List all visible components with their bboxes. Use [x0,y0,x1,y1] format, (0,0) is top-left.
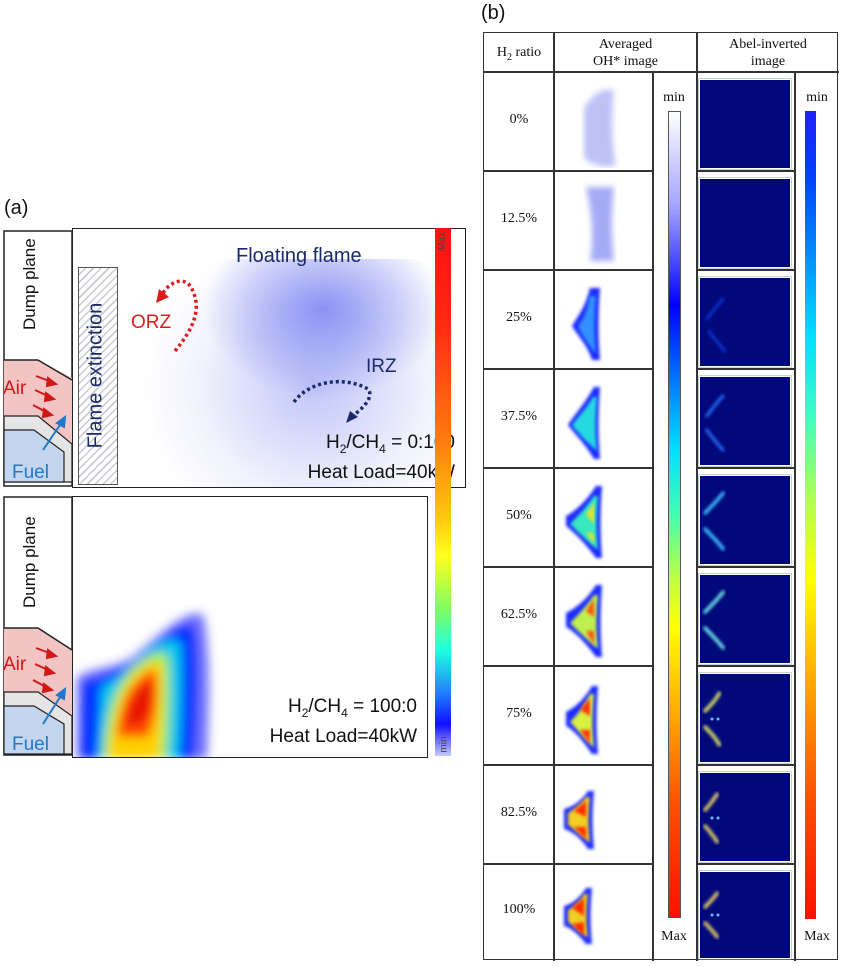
bottom-case-fuel-ratio: H2/CH4 = 100:0 [287,696,417,720]
oh-image-100pct [564,888,592,944]
floating-flame-image: Flame extinction Floating flame ORZ IRZ … [72,228,466,488]
oh-intensity-distribution [77,613,209,757]
oh-image-37-5pct [568,387,600,459]
bottom-case-heat-load: Heat Load=40kW [269,725,417,747]
h2-ratio-flame-table: H2 ratio Averaged OH* image Abel-inverte… [483,32,839,961]
row-divider [696,665,795,667]
dump-plane-label: Dump plane [20,516,39,608]
row-divider [484,170,653,172]
panel-a-bottom-case: Dump plane Air Fuel H2/CH4 = 100:0 Heat … [0,496,470,758]
ratio-label: 75% [506,706,532,721]
row-divider [484,368,653,370]
abel-colorbar [805,111,816,919]
oh-colorbar-max-label: Max [661,929,687,944]
abel-image-75pct [699,673,791,763]
header-divider [484,71,839,73]
row-divider [696,269,795,271]
flame-extinction-zone [78,267,118,485]
abel-image-37-5pct [699,376,791,466]
row-divider [696,764,795,766]
fuel-label: Fuel [12,462,49,483]
top-case-heat-load: Heat Load=40kW [307,461,455,483]
column-divider [652,71,654,961]
ratio-label: 100% [502,902,536,917]
ratio-label: 25% [506,310,532,325]
oh-image-12-5pct [586,187,614,261]
abel-image-82-5pct [699,772,791,862]
abel-image-100pct [699,871,791,959]
ratio-label: 50% [506,508,532,523]
top-case-fuel-ratio: H2/CH4 = 0:100 [325,432,455,456]
header-averaged-oh: Averaged OH* image [593,37,658,69]
air-label: Air [3,378,27,399]
row-divider [484,566,653,568]
burner-geometry [3,496,73,756]
row-divider [484,467,653,469]
row-divider [696,368,795,370]
dump-plane-label: Dump plane [20,238,39,330]
attached-flame-image: H2/CH4 = 100:0 Heat Load=40kW [72,496,428,758]
abel-colorbar-max-label: Max [804,929,830,944]
row-divider [696,467,795,469]
row-divider [484,863,653,865]
row-divider [484,269,653,271]
irz-label: IRZ [366,356,397,377]
irz-arrow-icon [292,380,372,423]
header-h2-ratio: H2 ratio [496,45,542,63]
row-divider [484,665,653,667]
column-divider [553,33,555,961]
flame-extinction-label: Flame extinction [84,302,107,449]
oh-colorbar [668,111,681,918]
ratio-label: 0% [509,112,529,127]
ratio-label: 82.5% [500,805,538,820]
oh-image-25pct [572,288,600,360]
row-divider [696,170,795,172]
ratio-label: 37.5% [500,409,538,424]
floating-flame-title: Floating flame [236,245,362,267]
abel-image-12-5pct [699,178,791,268]
column-divider [794,71,796,961]
orz-arrow-icon [156,279,198,353]
ratio-label: 62.5% [500,607,538,622]
panel-a-label: (a) [4,197,29,219]
oh-colorbar-min-label: min [663,90,685,105]
abel-image-50pct [699,475,791,565]
fuel-label: Fuel [12,734,49,755]
column-divider [696,33,698,961]
top-case-conditions: H2/CH4 = 0:100 Heat Load=40kW [308,431,455,485]
oh-image-0pct [584,89,616,167]
oh-chemiluminescence-distribution [113,259,453,487]
orz-label: ORZ [131,312,172,333]
panel-b-label: (b) [481,2,506,24]
panel-a-top-case: Dump plane Air Fuel Flame extinction Flo… [0,228,470,490]
oh-image-50pct [566,486,602,558]
ratio-label: 12.5% [500,211,538,226]
burner-geometry [3,230,73,487]
abel-image-62-5pct [699,574,791,664]
abel-image-0pct [699,79,791,169]
header-abel-inverted: Abel-inverted image [729,37,807,69]
abel-colorbar-min-label: min [806,90,828,105]
bottom-case-conditions: H2/CH4 = 100:0 Heat Load=40kW [270,695,417,749]
panel-a-colorbar [435,228,451,756]
abel-image-25pct [699,277,791,367]
row-divider [696,566,795,568]
oh-image-62-5pct [566,585,602,657]
row-divider [696,863,795,865]
oh-image-75pct [566,686,598,754]
colorbar-max-label: Max [436,232,448,251]
colorbar-min-label: min [438,736,450,753]
row-divider [484,764,653,766]
air-label: Air [3,654,27,675]
oh-image-82-5pct [564,791,594,849]
